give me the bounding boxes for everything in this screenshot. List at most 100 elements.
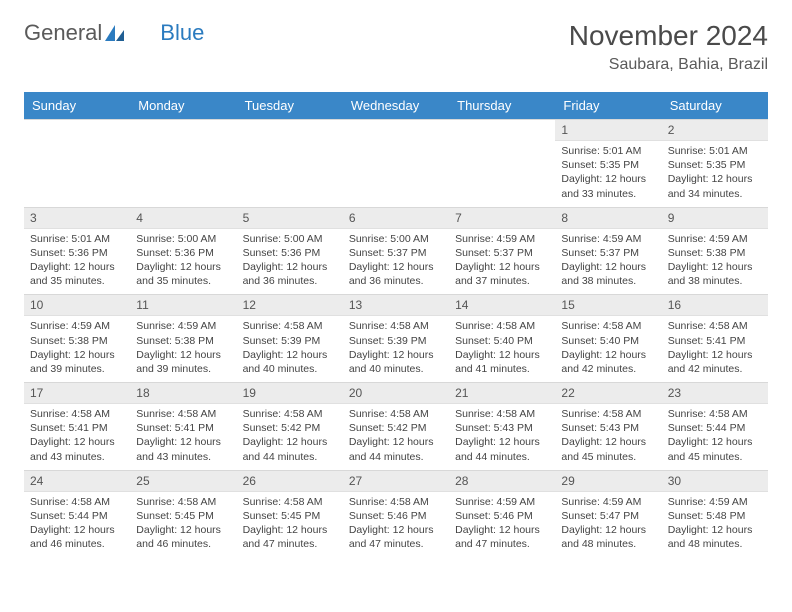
sunset-text: Sunset: 5:40 PM — [561, 334, 655, 348]
daylight-text: Daylight: 12 hours and 47 minutes. — [243, 523, 337, 551]
calendar-day-cell: 18Sunrise: 4:58 AMSunset: 5:41 PMDayligh… — [130, 383, 236, 471]
sunset-text: Sunset: 5:35 PM — [561, 158, 655, 172]
daylight-text: Daylight: 12 hours and 41 minutes. — [455, 348, 549, 376]
sunrise-text: Sunrise: 4:58 AM — [136, 495, 230, 509]
day-number: 5 — [237, 208, 343, 229]
calendar-day-cell: 24Sunrise: 4:58 AMSunset: 5:44 PMDayligh… — [24, 470, 130, 557]
daylight-text: Daylight: 12 hours and 36 minutes. — [243, 260, 337, 288]
day-details: Sunrise: 4:58 AMSunset: 5:44 PMDaylight:… — [662, 404, 768, 470]
day-number: 14 — [449, 295, 555, 316]
sunset-text: Sunset: 5:40 PM — [455, 334, 549, 348]
calendar-day-cell: 29Sunrise: 4:59 AMSunset: 5:47 PMDayligh… — [555, 470, 661, 557]
calendar-day-cell: 30Sunrise: 4:59 AMSunset: 5:48 PMDayligh… — [662, 470, 768, 557]
daylight-text: Daylight: 12 hours and 38 minutes. — [668, 260, 762, 288]
sunset-text: Sunset: 5:39 PM — [349, 334, 443, 348]
sunrise-text: Sunrise: 4:58 AM — [349, 495, 443, 509]
day-number: 9 — [662, 208, 768, 229]
daylight-text: Daylight: 12 hours and 40 minutes. — [349, 348, 443, 376]
day-details: Sunrise: 4:58 AMSunset: 5:43 PMDaylight:… — [555, 404, 661, 470]
day-details: Sunrise: 4:58 AMSunset: 5:40 PMDaylight:… — [555, 316, 661, 382]
sunrise-text: Sunrise: 4:58 AM — [455, 407, 549, 421]
day-number: 22 — [555, 383, 661, 404]
day-details: Sunrise: 5:00 AMSunset: 5:37 PMDaylight:… — [343, 229, 449, 295]
calendar-week-row: 1Sunrise: 5:01 AMSunset: 5:35 PMDaylight… — [24, 120, 768, 208]
calendar-day-cell: 15Sunrise: 4:58 AMSunset: 5:40 PMDayligh… — [555, 295, 661, 383]
calendar-day-cell: 11Sunrise: 4:59 AMSunset: 5:38 PMDayligh… — [130, 295, 236, 383]
day-number: 29 — [555, 471, 661, 492]
sunrise-text: Sunrise: 4:59 AM — [561, 232, 655, 246]
day-details: Sunrise: 4:58 AMSunset: 5:41 PMDaylight:… — [24, 404, 130, 470]
day-details: Sunrise: 4:58 AMSunset: 5:39 PMDaylight:… — [343, 316, 449, 382]
day-details: Sunrise: 4:58 AMSunset: 5:39 PMDaylight:… — [237, 316, 343, 382]
day-number: 27 — [343, 471, 449, 492]
logo: General Blue — [24, 20, 204, 46]
day-number: 25 — [130, 471, 236, 492]
sunrise-text: Sunrise: 4:58 AM — [136, 407, 230, 421]
sunset-text: Sunset: 5:36 PM — [136, 246, 230, 260]
weekday-saturday: Saturday — [662, 92, 768, 120]
sunset-text: Sunset: 5:45 PM — [243, 509, 337, 523]
calendar-day-cell: 23Sunrise: 4:58 AMSunset: 5:44 PMDayligh… — [662, 383, 768, 471]
day-number: 13 — [343, 295, 449, 316]
daylight-text: Daylight: 12 hours and 45 minutes. — [668, 435, 762, 463]
sunrise-text: Sunrise: 5:01 AM — [30, 232, 124, 246]
sunrise-text: Sunrise: 5:00 AM — [243, 232, 337, 246]
sunset-text: Sunset: 5:47 PM — [561, 509, 655, 523]
calendar-day-cell: 13Sunrise: 4:58 AMSunset: 5:39 PMDayligh… — [343, 295, 449, 383]
day-details: Sunrise: 4:58 AMSunset: 5:41 PMDaylight:… — [130, 404, 236, 470]
sunrise-text: Sunrise: 4:59 AM — [668, 232, 762, 246]
daylight-text: Daylight: 12 hours and 48 minutes. — [561, 523, 655, 551]
sunset-text: Sunset: 5:44 PM — [30, 509, 124, 523]
calendar-day-cell: 1Sunrise: 5:01 AMSunset: 5:35 PMDaylight… — [555, 120, 661, 208]
sunset-text: Sunset: 5:37 PM — [455, 246, 549, 260]
calendar-day-cell — [24, 120, 130, 208]
day-details: Sunrise: 4:58 AMSunset: 5:44 PMDaylight:… — [24, 492, 130, 558]
calendar-day-cell: 25Sunrise: 4:58 AMSunset: 5:45 PMDayligh… — [130, 470, 236, 557]
weekday-tuesday: Tuesday — [237, 92, 343, 120]
sunrise-text: Sunrise: 4:58 AM — [243, 407, 337, 421]
daylight-text: Daylight: 12 hours and 39 minutes. — [136, 348, 230, 376]
sunset-text: Sunset: 5:38 PM — [136, 334, 230, 348]
daylight-text: Daylight: 12 hours and 39 minutes. — [30, 348, 124, 376]
sunset-text: Sunset: 5:45 PM — [136, 509, 230, 523]
calendar-day-cell: 9 Sunrise: 4:59 AMSunset: 5:38 PMDaylight… — [662, 207, 768, 295]
day-number: 11 — [130, 295, 236, 316]
calendar-day-cell: 14Sunrise: 4:58 AMSunset: 5:40 PMDayligh… — [449, 295, 555, 383]
daylight-text: Daylight: 12 hours and 42 minutes. — [561, 348, 655, 376]
calendar-day-cell: 26Sunrise: 4:58 AMSunset: 5:45 PMDayligh… — [237, 470, 343, 557]
day-number: 16 — [662, 295, 768, 316]
day-details: Sunrise: 5:01 AMSunset: 5:35 PMDaylight:… — [662, 141, 768, 207]
day-number: 7 — [449, 208, 555, 229]
day-number: 17 — [24, 383, 130, 404]
day-details: Sunrise: 5:00 AMSunset: 5:36 PMDaylight:… — [130, 229, 236, 295]
day-number: 18 — [130, 383, 236, 404]
daylight-text: Daylight: 12 hours and 47 minutes. — [349, 523, 443, 551]
daylight-text: Daylight: 12 hours and 34 minutes. — [668, 172, 762, 200]
calendar-day-cell — [130, 120, 236, 208]
sunset-text: Sunset: 5:38 PM — [668, 246, 762, 260]
title-block: November 2024 Saubara, Bahia, Brazil — [569, 20, 768, 74]
day-number: 1 — [555, 120, 661, 141]
day-details: Sunrise: 5:01 AMSunset: 5:35 PMDaylight:… — [555, 141, 661, 207]
sunset-text: Sunset: 5:46 PM — [455, 509, 549, 523]
logo-sail-icon — [104, 24, 126, 42]
day-details: Sunrise: 5:00 AMSunset: 5:36 PMDaylight:… — [237, 229, 343, 295]
sunrise-text: Sunrise: 4:59 AM — [455, 232, 549, 246]
sunset-text: Sunset: 5:41 PM — [30, 421, 124, 435]
daylight-text: Daylight: 12 hours and 33 minutes. — [561, 172, 655, 200]
sunrise-text: Sunrise: 4:59 AM — [30, 319, 124, 333]
sunset-text: Sunset: 5:35 PM — [668, 158, 762, 172]
sunrise-text: Sunrise: 4:59 AM — [455, 495, 549, 509]
day-details: Sunrise: 4:59 AMSunset: 5:37 PMDaylight:… — [555, 229, 661, 295]
logo-text-blue: Blue — [160, 20, 204, 46]
daylight-text: Daylight: 12 hours and 43 minutes. — [30, 435, 124, 463]
sunrise-text: Sunrise: 5:00 AM — [349, 232, 443, 246]
day-number: 21 — [449, 383, 555, 404]
calendar-day-cell: 17Sunrise: 4:58 AMSunset: 5:41 PMDayligh… — [24, 383, 130, 471]
sunrise-text: Sunrise: 4:58 AM — [668, 407, 762, 421]
calendar-day-cell: 20Sunrise: 4:58 AMSunset: 5:42 PMDayligh… — [343, 383, 449, 471]
daylight-text: Daylight: 12 hours and 47 minutes. — [455, 523, 549, 551]
daylight-text: Daylight: 12 hours and 44 minutes. — [455, 435, 549, 463]
sunrise-text: Sunrise: 4:58 AM — [243, 319, 337, 333]
calendar-week-row: 17Sunrise: 4:58 AMSunset: 5:41 PMDayligh… — [24, 383, 768, 471]
